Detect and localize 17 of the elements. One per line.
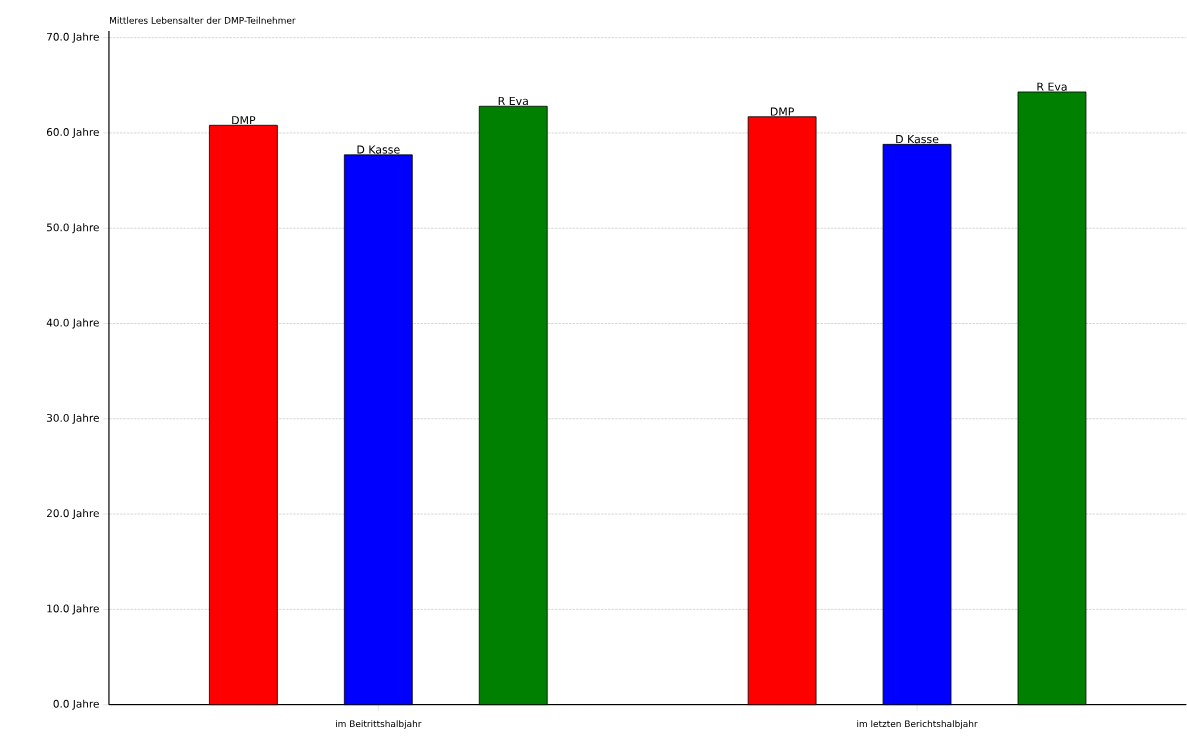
y-tick-label: 60.0 Jahre <box>46 128 99 139</box>
y-tick-label: 40.0 Jahre <box>46 318 99 329</box>
chart-title: Mittleres Lebensalter der DMP-Teilnehmer <box>110 17 296 24</box>
x-tick-label: im Beitrittshalbjahr <box>336 720 422 730</box>
text: DMP <box>232 116 256 125</box>
series-label: D Kasse <box>357 145 400 154</box>
y-tick-label: 70.0 Jahre <box>47 32 99 43</box>
text: R Eva <box>1037 82 1067 91</box>
y-tick-label: 0.0 Jahre <box>53 699 99 710</box>
y-tick-label: 30.0 Jahre <box>47 413 99 424</box>
x-tick-label: im letzten Berichtshalbjahr <box>857 720 978 730</box>
series-label: DMP <box>770 107 794 116</box>
y-tick-label: 50.0 Jahre <box>47 223 99 234</box>
series-label: R Eva <box>498 97 528 106</box>
y-tick-label: 10.0 Jahre <box>47 604 99 615</box>
text: D Kasse <box>896 135 939 144</box>
y-tick-label: 20.0 Jahre <box>46 509 99 520</box>
